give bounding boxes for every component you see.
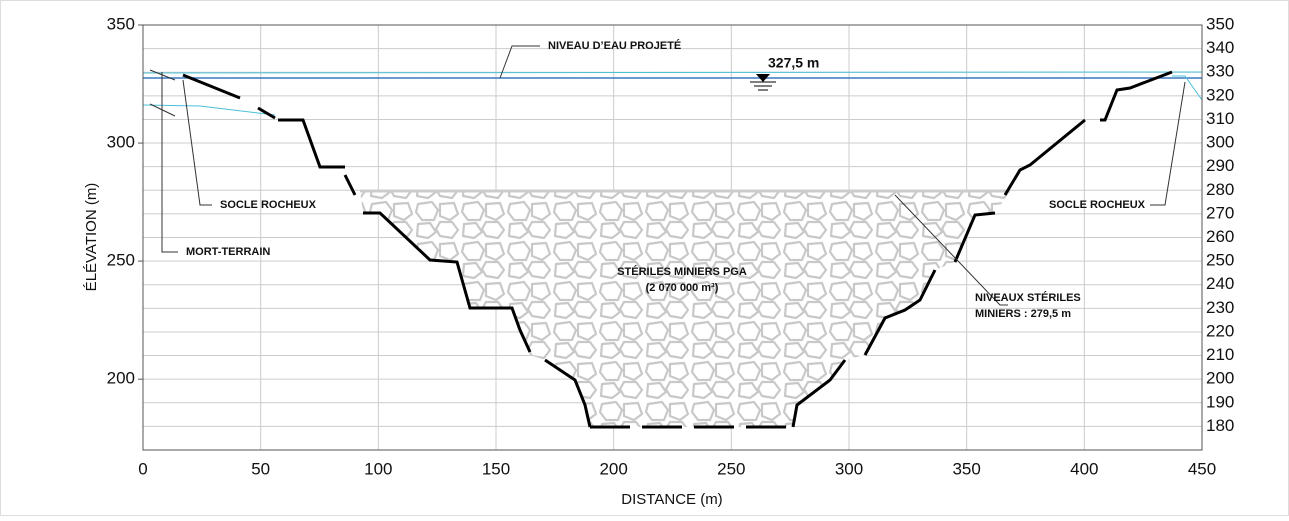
y2-tick-label: 280 — [1206, 180, 1234, 199]
annotation: SOCLE ROCHEUX — [1049, 199, 1146, 211]
y2-tick-label: 200 — [1206, 369, 1234, 388]
water-symbol — [750, 82, 776, 90]
annotation: MORT-TERRAIN — [186, 246, 270, 258]
y2-tick-label: 190 — [1206, 392, 1234, 411]
annotation: NIVEAUX STÉRILES — [975, 291, 1081, 304]
annotation: 327,5 m — [768, 55, 819, 71]
y2-tick-label: 290 — [1206, 156, 1234, 175]
x-axis-label: DISTANCE (m) — [621, 491, 722, 508]
x-tick-label: 0 — [138, 459, 147, 478]
annotation: (2 070 000 m³) — [646, 282, 719, 294]
annotation: SOCLE ROCHEUX — [220, 199, 317, 211]
y2-tick-label: 180 — [1206, 416, 1234, 435]
y2-tick-label: 330 — [1206, 62, 1234, 81]
y2-tick-label: 320 — [1206, 85, 1234, 104]
cross-section: NIVEAU D’EAU PROJETÉ 327,5 m SOCLE ROCHE… — [0, 0, 1289, 516]
y2-tick-label: 230 — [1206, 298, 1234, 317]
annotation: NIVEAU D’EAU PROJETÉ — [548, 39, 681, 52]
y2-tick-label: 270 — [1206, 203, 1234, 222]
y2-tick-label: 250 — [1206, 251, 1234, 270]
annotation: STÉRILES MINIERS PGA — [617, 265, 747, 278]
tailings — [360, 191, 1010, 427]
x-tick-label: 150 — [482, 459, 510, 478]
y-tick-label: 300 — [107, 133, 135, 152]
y-tick-label: 350 — [107, 14, 135, 33]
y2-tick-label: 300 — [1206, 133, 1234, 152]
y2-tick-label: 310 — [1206, 109, 1234, 128]
x-tick-label: 400 — [1070, 459, 1098, 478]
y2-tick-label: 350 — [1206, 14, 1234, 33]
y2-tick-label: 240 — [1206, 274, 1234, 293]
x-tick-label: 300 — [835, 459, 863, 478]
y2-tick-label: 220 — [1206, 321, 1234, 340]
x-tick-label: 100 — [364, 459, 392, 478]
x-tick-label: 200 — [599, 459, 627, 478]
annotation: MINIERS : 279,5 m — [975, 308, 1071, 320]
x-tick-label: 250 — [717, 459, 745, 478]
y2-tick-label: 260 — [1206, 227, 1234, 246]
y-axis-label: ÉLÉVATION (m) — [83, 183, 100, 292]
x-tick-label: 450 — [1188, 459, 1216, 478]
y2-tick-label: 210 — [1206, 345, 1234, 364]
x-tick-label: 50 — [251, 459, 270, 478]
y2-tick-label: 340 — [1206, 38, 1234, 57]
y-tick-label: 250 — [107, 251, 135, 270]
x-tick-label: 350 — [952, 459, 980, 478]
y-tick-label: 200 — [107, 369, 135, 388]
